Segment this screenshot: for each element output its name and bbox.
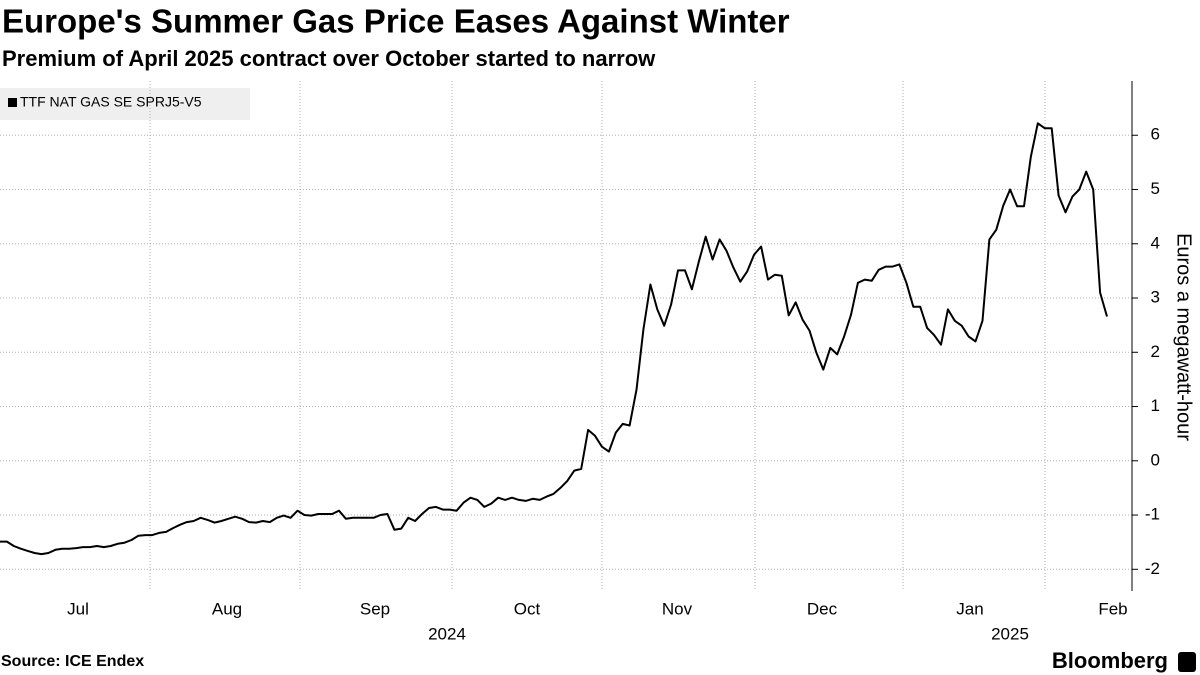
brand: Bloomberg (1052, 648, 1168, 673)
x-year-label: 2025 (991, 624, 1029, 643)
x-tick-label: Aug (212, 599, 242, 618)
y-tick-label: 0 (1151, 450, 1160, 469)
y-tick-label: 4 (1151, 233, 1160, 252)
source: Source: ICE Endex (1, 653, 144, 670)
y-tick-label: 5 (1151, 179, 1160, 198)
x-year-label: 2024 (428, 624, 466, 643)
x-tick-label: Jan (956, 599, 983, 618)
x-tick-label: Sep (360, 599, 390, 618)
y-tick-label: 1 (1151, 396, 1160, 415)
x-tick-label: Jul (67, 599, 89, 618)
x-tick-label: Dec (807, 599, 838, 618)
legend-box (0, 88, 250, 120)
chart-subtitle: Premium of April 2025 contract over Octo… (2, 46, 656, 71)
x-tick-label: Oct (514, 599, 541, 618)
legend-label: TTF NAT GAS SE SPRJ5-V5 (20, 94, 202, 110)
y-tick-label: 2 (1151, 342, 1160, 361)
chart-title: Europe's Summer Gas Price Eases Against … (2, 3, 790, 40)
y-tick-label: -1 (1145, 505, 1160, 524)
y-tick-label: -2 (1145, 559, 1160, 578)
y-axis-label: Euros a megawatt-hour (1173, 233, 1195, 441)
x-tick-label: Feb (1098, 599, 1127, 618)
y-tick-label: 3 (1151, 288, 1160, 307)
legend-swatch (8, 98, 17, 107)
y-tick-label: 6 (1151, 125, 1160, 144)
brand-icon (1178, 652, 1196, 672)
line-series (0, 122, 1108, 556)
x-tick-label: Nov (662, 599, 693, 618)
